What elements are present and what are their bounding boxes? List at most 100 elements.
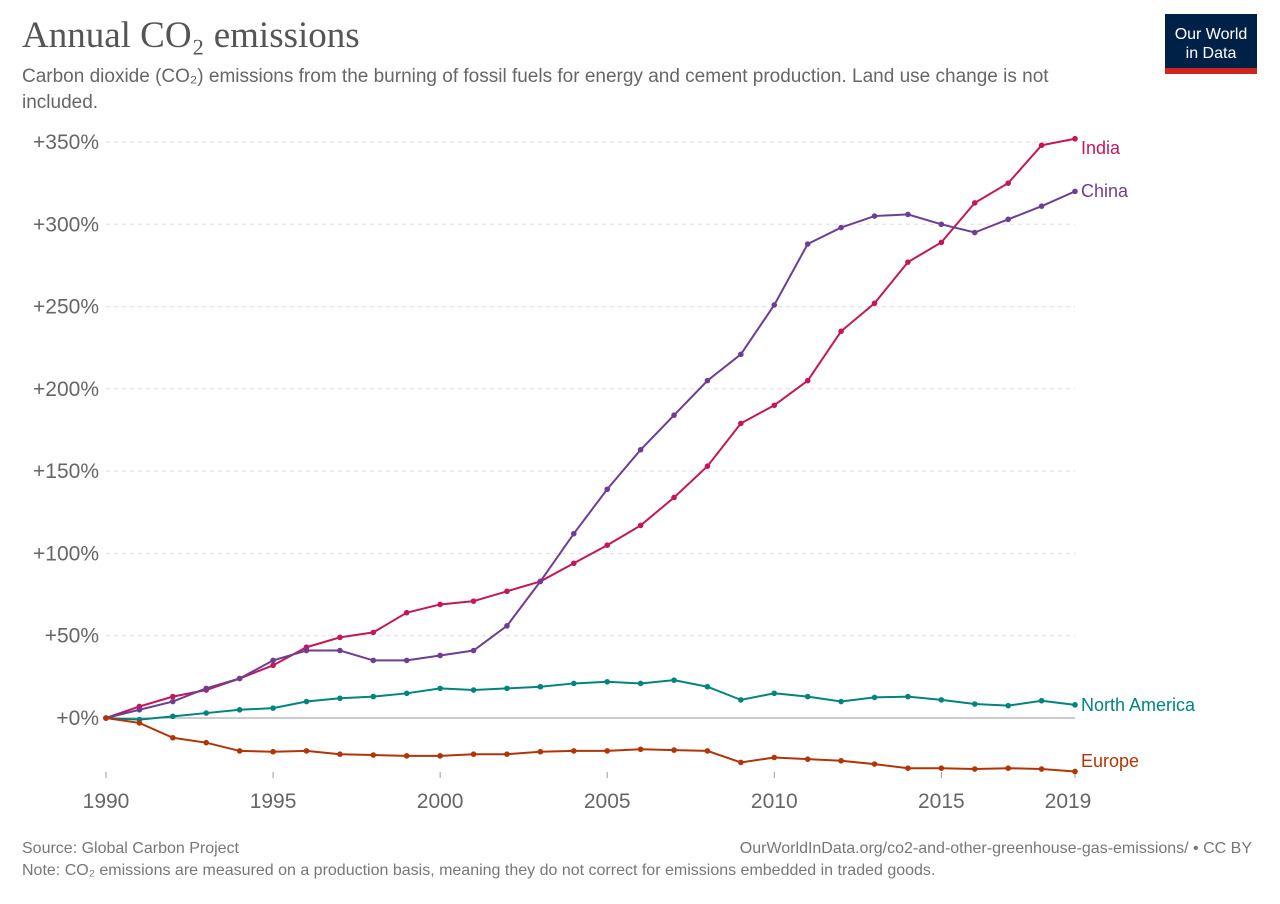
data-point [971,766,978,772]
data-point [1072,702,1078,708]
data-point [1072,768,1078,775]
data-point [570,748,577,754]
chart-subtitle: Carbon dioxide (CO₂) emissions from the … [22,66,1049,113]
data-point [938,221,945,228]
data-point [337,751,343,758]
x-tick-label: 2010 [751,790,798,813]
data-point [403,609,410,616]
data-point [270,748,276,755]
data-point [270,657,276,664]
data-point [771,302,778,308]
data-point [236,706,243,713]
data-point [905,211,911,218]
data-point [1038,142,1045,149]
line-chart: +0% +50% +100% +150% +200% +250% +300% +350% 199… [33,131,1196,813]
data-point [704,463,711,470]
data-point [905,693,911,700]
data-point [370,657,377,664]
data-point [838,224,844,231]
data-point [570,560,577,567]
data-point [871,694,878,701]
data-point [804,377,811,384]
data-point [303,698,310,705]
data-point [236,675,243,682]
source-text: Source: Global Carbon Project [22,840,239,857]
chart-title: Annual CO₂ emissions [22,15,360,56]
data-point [403,657,410,664]
data-point [437,601,443,608]
data-point [470,647,477,654]
data-point [1072,135,1078,142]
note-text: Note: CO₂ emissions are measured on a pr… [22,862,936,879]
data-point [1038,697,1045,704]
data-point [771,754,778,761]
data-point [270,705,276,711]
data-point [504,751,510,758]
data-point [604,542,611,548]
data-point [637,680,644,687]
data-point [403,690,410,697]
data-point [1038,766,1045,772]
data-point [838,757,844,764]
data-point [637,522,644,529]
data-point [704,748,711,754]
data-point [838,328,844,335]
data-point [804,756,811,762]
data-point [370,693,377,700]
x-tick-label: 2019 [1045,790,1092,813]
data-point [671,747,677,753]
data-point [771,402,778,409]
data-point [604,486,611,493]
data-point [1038,203,1045,209]
data-point [170,734,176,741]
data-point [337,634,343,641]
data-point [337,695,343,702]
data-point [971,200,978,206]
data-point [971,701,978,707]
source-url-link[interactable]: OurWorldInData.org/co2-and-other-greenho… [739,840,1252,857]
y-tick-label: +350% [33,131,99,154]
data-point [470,598,477,604]
data-point [570,680,577,687]
data-point [203,739,210,746]
y-tick-label: +250% [33,296,99,319]
data-point [738,697,744,703]
data-point [170,693,176,700]
y-tick-label: +200% [33,378,99,401]
series-label: China [1081,181,1129,201]
data-point [604,678,611,685]
data-point [303,748,310,754]
data-point [604,748,611,754]
series-label: North America [1081,695,1196,715]
data-point [971,229,978,236]
data-point [437,685,443,692]
data-point [671,677,677,683]
y-tick-label: +0% [56,707,99,730]
x-tick-label: 2005 [584,790,631,813]
data-point [938,697,945,703]
data-point [771,690,778,697]
data-point [804,693,811,700]
data-point [871,300,878,307]
data-point [437,652,443,659]
data-point [303,647,310,654]
y-tick-label: +50% [45,625,99,648]
x-tick-label: 1990 [83,790,130,813]
x-tick-label: 2015 [918,790,965,813]
data-point [504,685,510,692]
x-tick-label: 2000 [417,790,464,813]
y-tick-label: +150% [33,460,99,483]
data-point [504,588,510,595]
data-point [236,748,243,754]
data-point [136,706,143,713]
data-point [170,713,176,720]
y-tick-label: +100% [33,542,99,565]
data-point [437,753,443,759]
owid-logo[interactable]: Our World in Data [1165,14,1257,74]
data-point [671,494,677,501]
data-point [370,752,377,758]
data-point [370,629,377,636]
data-point [871,213,878,219]
data-point [1005,702,1011,709]
data-point [905,259,911,265]
